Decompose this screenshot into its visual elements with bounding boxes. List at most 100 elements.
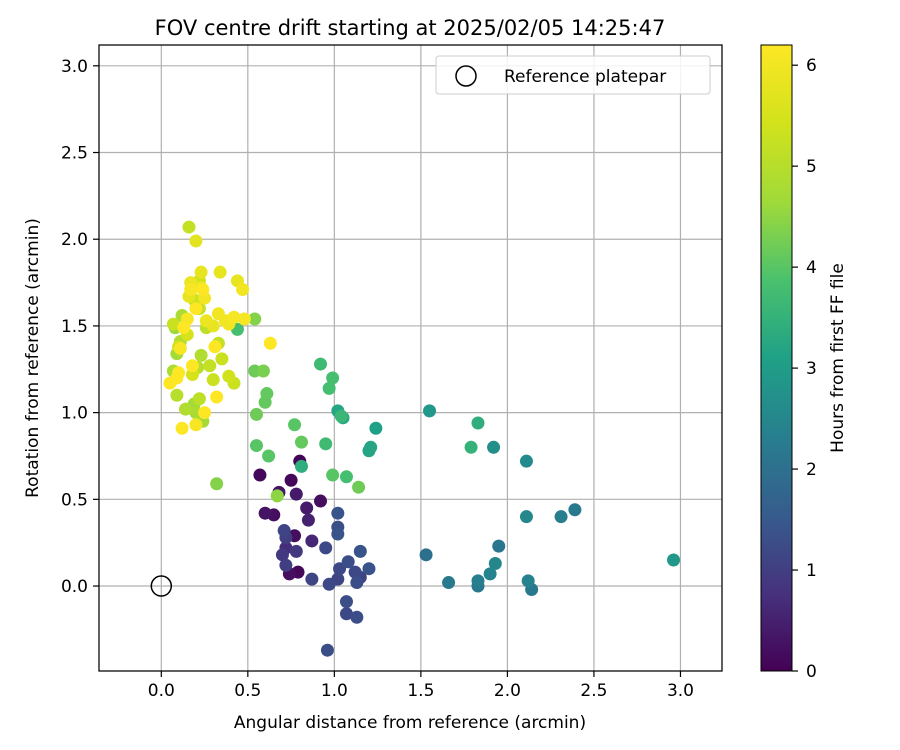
data-point: [196, 283, 210, 297]
data-point: [319, 437, 333, 451]
data-point: [519, 510, 533, 524]
legend-box: [435, 55, 711, 95]
colorbar-tick-label: 0: [806, 662, 817, 682]
data-point: [179, 402, 193, 416]
data-point: [339, 607, 353, 621]
data-point: [331, 527, 345, 541]
data-point: [568, 503, 582, 517]
data-point: [277, 524, 291, 538]
data-point: [341, 555, 355, 569]
data-point: [170, 388, 184, 402]
legend: Reference platepar: [435, 55, 711, 95]
data-point: [305, 534, 319, 548]
colorbar-tick-label: 3: [806, 359, 817, 379]
data-point: [348, 565, 362, 579]
data-point: [419, 548, 433, 562]
data-point: [464, 440, 478, 454]
data-point: [326, 371, 340, 385]
chart-title: FOV centre drift starting at 2025/02/05 …: [155, 16, 666, 40]
data-point: [203, 359, 217, 373]
data-point: [362, 562, 376, 576]
data-point: [305, 572, 319, 586]
data-point: [182, 220, 196, 234]
legend-label: Reference platepar: [504, 67, 666, 87]
data-point: [284, 473, 298, 487]
data-point: [320, 643, 334, 657]
data-point: [288, 418, 302, 432]
data-point: [222, 369, 236, 383]
data-point: [208, 340, 222, 354]
data-point: [189, 302, 203, 316]
reference-platepar-marker: [150, 575, 173, 597]
data-point: [314, 494, 328, 508]
data-points: [163, 220, 681, 657]
data-point: [350, 576, 364, 590]
data-point: [352, 480, 366, 494]
data-point: [249, 407, 263, 421]
data-point: [249, 439, 263, 453]
data-point: [521, 574, 535, 588]
colorbar-tick-label: 6: [806, 56, 817, 76]
data-point: [185, 359, 199, 373]
x-tick-label: 0.5: [234, 681, 261, 701]
data-point: [339, 595, 353, 609]
data-point: [322, 381, 336, 395]
data-point: [554, 510, 568, 524]
data-point: [237, 312, 251, 326]
data-point: [184, 283, 198, 297]
data-point: [487, 440, 501, 454]
data-point: [227, 310, 241, 324]
plot-frame: [98, 44, 723, 672]
data-point: [350, 610, 364, 624]
data-point: [369, 421, 383, 435]
data-point: [194, 265, 208, 279]
colorbar-tick-label: 2: [806, 460, 817, 480]
y-axis-label: Rotation from reference (arcmin): [23, 218, 43, 498]
legend-open-circle-icon: [455, 65, 477, 87]
y-tick-label: 1.5: [61, 317, 88, 337]
data-point: [260, 387, 274, 401]
colorbar-tick-label: 1: [806, 561, 817, 581]
data-point: [322, 577, 336, 591]
y-tick-label: 2.0: [61, 230, 88, 250]
data-point: [263, 336, 277, 350]
data-point: [163, 376, 177, 390]
x-tick-label: 0.0: [148, 681, 175, 701]
data-point: [339, 470, 353, 484]
colorbar-gradient: [760, 44, 793, 672]
data-point: [175, 421, 189, 435]
colorbar: 0 1 2 3 4 5 6 Hours from first FF file: [760, 44, 848, 682]
x-tick-label: 2.5: [580, 681, 607, 701]
data-point: [519, 454, 533, 468]
data-point: [423, 404, 437, 418]
data-point: [189, 418, 203, 432]
y-tick-label: 3.0: [61, 57, 88, 77]
data-point: [199, 314, 213, 328]
data-point: [213, 265, 227, 279]
x-tick-label: 2.0: [494, 681, 521, 701]
x-tick-label: 3.0: [667, 681, 694, 701]
data-point: [173, 341, 187, 355]
data-point: [177, 321, 191, 335]
y-tick-label: 2.5: [61, 144, 88, 164]
data-point: [256, 364, 270, 378]
data-point: [236, 283, 250, 297]
data-point: [210, 390, 224, 404]
y-axis-ticks: 0.0 0.5 1.0 1.5 2.0 2.5 3.0: [61, 57, 99, 597]
y-tick-label: 0.0: [61, 577, 88, 597]
data-point: [471, 416, 485, 430]
data-point: [253, 468, 267, 482]
data-point: [289, 487, 303, 501]
x-axis-label: Angular distance from reference (arcmin): [234, 713, 586, 733]
data-point: [334, 409, 348, 423]
data-point: [442, 576, 456, 590]
data-point: [198, 406, 212, 420]
data-point: [319, 541, 333, 555]
y-tick-label: 0.5: [61, 490, 88, 510]
data-point: [326, 468, 340, 482]
colorbar-tick-label: 4: [806, 258, 817, 278]
data-point: [301, 513, 315, 527]
colorbar-ticks: 0 1 2 3 4 5 6: [792, 56, 817, 682]
data-point: [206, 373, 220, 387]
